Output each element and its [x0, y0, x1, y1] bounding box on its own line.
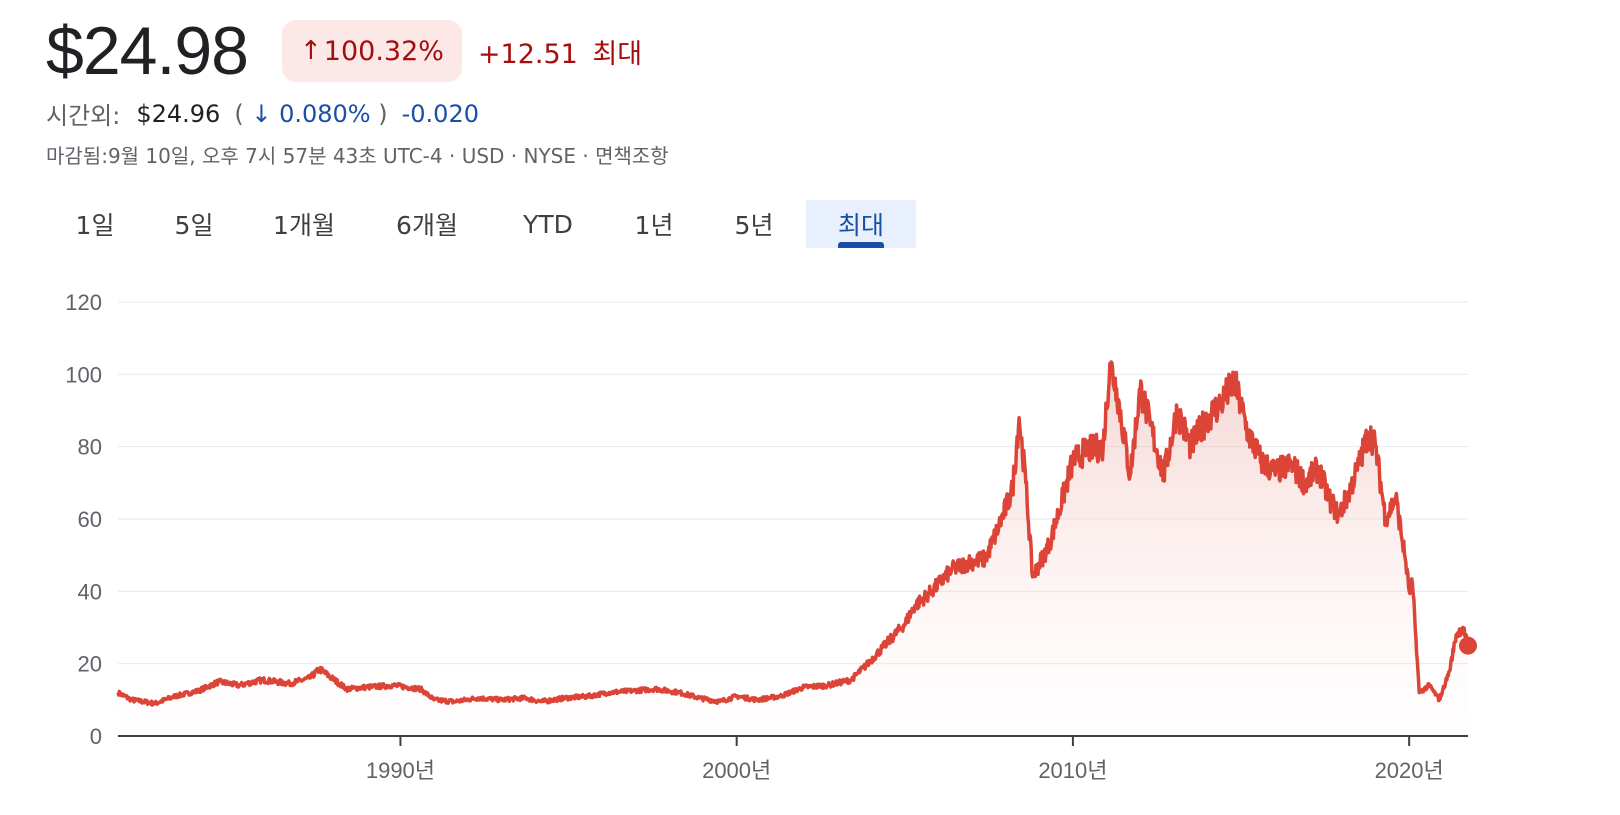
tab-ytd[interactable]: YTD: [490, 200, 606, 248]
change-period-label: 최대: [592, 38, 643, 70]
price-line: [116, 360, 1470, 707]
x-tick-label: 2000년: [702, 758, 771, 783]
y-tick-label: 40: [78, 579, 102, 604]
down-arrow-icon: ↓: [251, 99, 272, 128]
tab-label: 1일: [75, 211, 115, 240]
market-meta-line: 마감됨:9월 10일, 오후 7시 57분 43초 UTC-4 · USD · …: [46, 144, 669, 168]
after-hours-label: 시간외:: [46, 102, 121, 130]
tab-label: 5년: [734, 211, 774, 240]
up-arrow-icon: ↑: [299, 36, 322, 66]
change-percent: 100.32%: [323, 35, 444, 67]
after-hours-price: $24.96: [136, 99, 221, 128]
y-tick-label: 60: [78, 507, 102, 532]
tab-label: YTD: [523, 209, 573, 239]
y-tick-label: 0: [90, 724, 102, 749]
price-area-fill: [118, 362, 1468, 736]
change-percent-badge: ↑ 100.32%: [281, 20, 462, 82]
x-tick-label: 2020년: [1375, 758, 1444, 783]
y-tick-label: 100: [65, 362, 102, 387]
tab-label: 1개월: [273, 211, 335, 240]
x-axis-ticks: 1990년 2000년 2010년 2020년: [366, 736, 1444, 783]
y-axis-labels: 0 20 40 60 80 100 120: [65, 290, 102, 749]
tab-label: 5일: [174, 211, 214, 240]
range-tabs: 1일 5일 1개월 6개월 YTD 1년 5년 최대: [46, 200, 916, 248]
open-paren: (: [234, 99, 244, 128]
tab-label: 최대: [837, 211, 884, 240]
tab-1m[interactable]: 1개월: [244, 200, 364, 248]
tab-1y[interactable]: 1년: [606, 200, 702, 248]
price-chart[interactable]: 0 20 40 60 80 100 120 1990년 2000년 2010년 2020년: [0, 270, 1620, 815]
active-tab-indicator: [838, 242, 884, 248]
tab-6m[interactable]: 6개월: [364, 200, 490, 248]
x-tick-label: 2010년: [1038, 758, 1107, 783]
price-header: $24.98 ↑ 100.32% +12.51 최대: [46, 13, 642, 89]
tab-5y[interactable]: 5년: [702, 200, 806, 248]
after-hours-abs: -0.020: [401, 99, 479, 128]
tab-max[interactable]: 최대: [806, 200, 916, 248]
x-tick-label: 1990년: [366, 758, 435, 783]
current-price-dot[interactable]: [1459, 636, 1477, 655]
close-paren: ): [378, 99, 388, 128]
y-tick-label: 20: [78, 652, 102, 677]
after-hours-percent: 0.080%: [279, 99, 371, 128]
y-tick-label: 80: [78, 435, 102, 460]
after-hours-row: 시간외: $24.96 ( ↓ 0.080% ) -0.020: [46, 96, 479, 131]
tab-5d[interactable]: 5일: [144, 200, 244, 248]
absolute-change: +12.51 최대: [478, 32, 642, 71]
current-price: $24.98: [46, 13, 249, 89]
tab-label: 1년: [634, 211, 674, 240]
after-hours-change: ( ↓ 0.080% ): [234, 100, 387, 128]
tab-label: 6개월: [396, 211, 458, 240]
y-tick-label: 120: [65, 290, 102, 315]
tab-1d[interactable]: 1일: [46, 200, 144, 248]
change-abs-value: +12.51: [477, 38, 578, 70]
